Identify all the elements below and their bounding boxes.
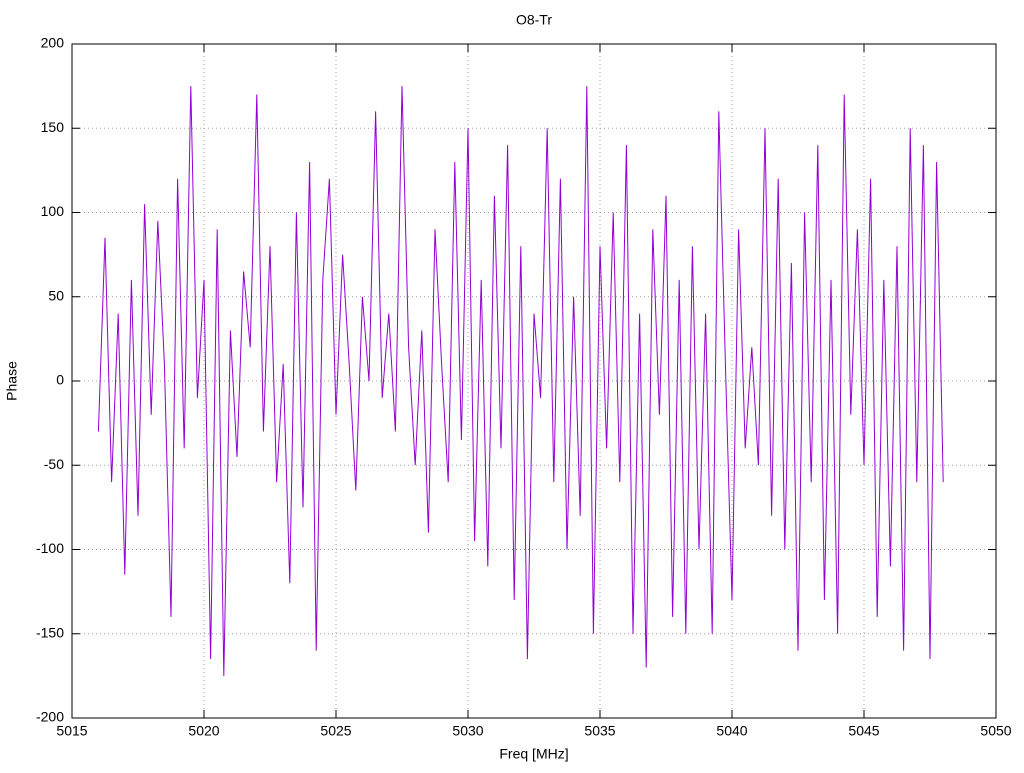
- data-line: [97, 86, 944, 676]
- y-tick-label: -200: [36, 709, 64, 725]
- y-tick-label: 150: [41, 119, 65, 135]
- x-axis-label: Freq [MHz]: [499, 746, 568, 762]
- y-tick-label: 100: [41, 203, 65, 219]
- y-tick-label: 200: [41, 35, 65, 51]
- y-axis-label: Phase: [4, 361, 20, 401]
- plot-border: [71, 43, 997, 719]
- x-tick-label: 5040: [716, 723, 747, 739]
- x-tick-label: 5025: [320, 723, 351, 739]
- y-tick-label: -50: [44, 456, 64, 472]
- y-tick-label: -100: [36, 540, 64, 556]
- y-tick-label: 50: [48, 287, 64, 303]
- x-tick-label: 5045: [848, 723, 879, 739]
- chart-title: O8-Tr: [516, 12, 552, 28]
- x-tick-label: 5050: [980, 723, 1011, 739]
- x-tick-label: 5035: [584, 723, 615, 739]
- x-tick-label: 5015: [56, 723, 87, 739]
- y-tick-label: -150: [36, 624, 64, 640]
- x-tick-label: 5020: [188, 723, 219, 739]
- x-tick-label: 5030: [452, 723, 483, 739]
- y-tick-label: 0: [56, 372, 64, 388]
